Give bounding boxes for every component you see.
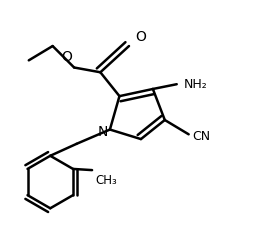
Text: O: O [135, 30, 146, 44]
Text: CH₃: CH₃ [96, 174, 117, 187]
Text: NH₂: NH₂ [184, 78, 208, 91]
Text: O: O [61, 50, 72, 64]
Text: N: N [98, 125, 108, 139]
Text: CN: CN [192, 130, 210, 143]
